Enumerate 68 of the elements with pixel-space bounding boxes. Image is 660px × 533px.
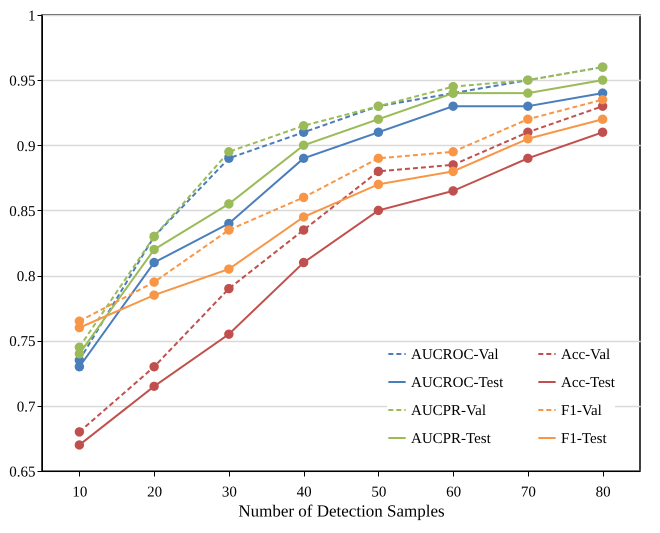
point (298, 258, 308, 268)
point (298, 121, 308, 130)
y-tick-label: 0.65 (9, 464, 36, 480)
point (298, 192, 308, 202)
x-tick-label: 60 (446, 484, 462, 500)
point (74, 440, 84, 450)
point (374, 128, 384, 137)
point (298, 140, 308, 150)
point (224, 264, 234, 274)
legend-label: AUCPR-Val (411, 403, 486, 419)
legend-label: AUCROC-Val (411, 347, 499, 363)
x-tick-label: 30 (222, 484, 237, 500)
point (298, 225, 308, 235)
point (149, 277, 159, 287)
y-tick-label: 0.7 (16, 399, 36, 416)
legend-label: F1-Test (561, 431, 608, 447)
point (149, 382, 159, 392)
point (598, 75, 608, 85)
point (149, 258, 159, 268)
x-axis-title: Number of Detection Samples (238, 502, 445, 520)
legend-label: AUCPR-Test (411, 431, 492, 447)
point (149, 290, 159, 300)
point (374, 166, 384, 176)
point (374, 114, 384, 124)
point (74, 322, 84, 332)
y-tick-label: 0.85 (9, 204, 36, 220)
legend-label: Acc-Test (561, 375, 616, 391)
point (448, 101, 458, 111)
point (448, 166, 458, 176)
point (224, 329, 234, 339)
y-tick-label: 1 (28, 8, 36, 24)
point (598, 94, 608, 104)
point (149, 362, 159, 372)
x-tick-label: 70 (520, 484, 536, 500)
point (374, 180, 384, 190)
legend-label: F1-Val (561, 403, 602, 419)
point (224, 147, 234, 157)
point (448, 147, 458, 157)
point (448, 186, 458, 196)
point (74, 349, 84, 358)
point (224, 284, 234, 294)
x-tick-label: 40 (296, 484, 312, 500)
x-tick-label: 50 (371, 484, 386, 500)
y-tick-label: 0.8 (16, 269, 36, 286)
point (523, 101, 533, 111)
legend-label: Acc-Val (561, 347, 610, 363)
y-tick-label: 0.9 (16, 138, 36, 155)
point (374, 206, 384, 216)
point (224, 225, 234, 235)
point (523, 134, 533, 144)
point (74, 362, 84, 372)
y-tick-label: 0.75 (9, 334, 36, 350)
point (224, 199, 234, 209)
point (523, 154, 533, 164)
point (523, 114, 533, 124)
y-tick-label: 0.95 (9, 74, 36, 90)
point (298, 212, 308, 222)
point (523, 88, 533, 98)
x-tick-label: 80 (596, 484, 611, 500)
point (298, 154, 308, 164)
x-tick-label: 10 (72, 484, 88, 500)
point (374, 154, 384, 164)
point (149, 244, 159, 254)
legend-label: AUCROC-Test (411, 375, 504, 391)
x-tick-label: 20 (147, 484, 162, 500)
point (598, 128, 608, 137)
point (74, 427, 84, 437)
point (598, 114, 608, 124)
